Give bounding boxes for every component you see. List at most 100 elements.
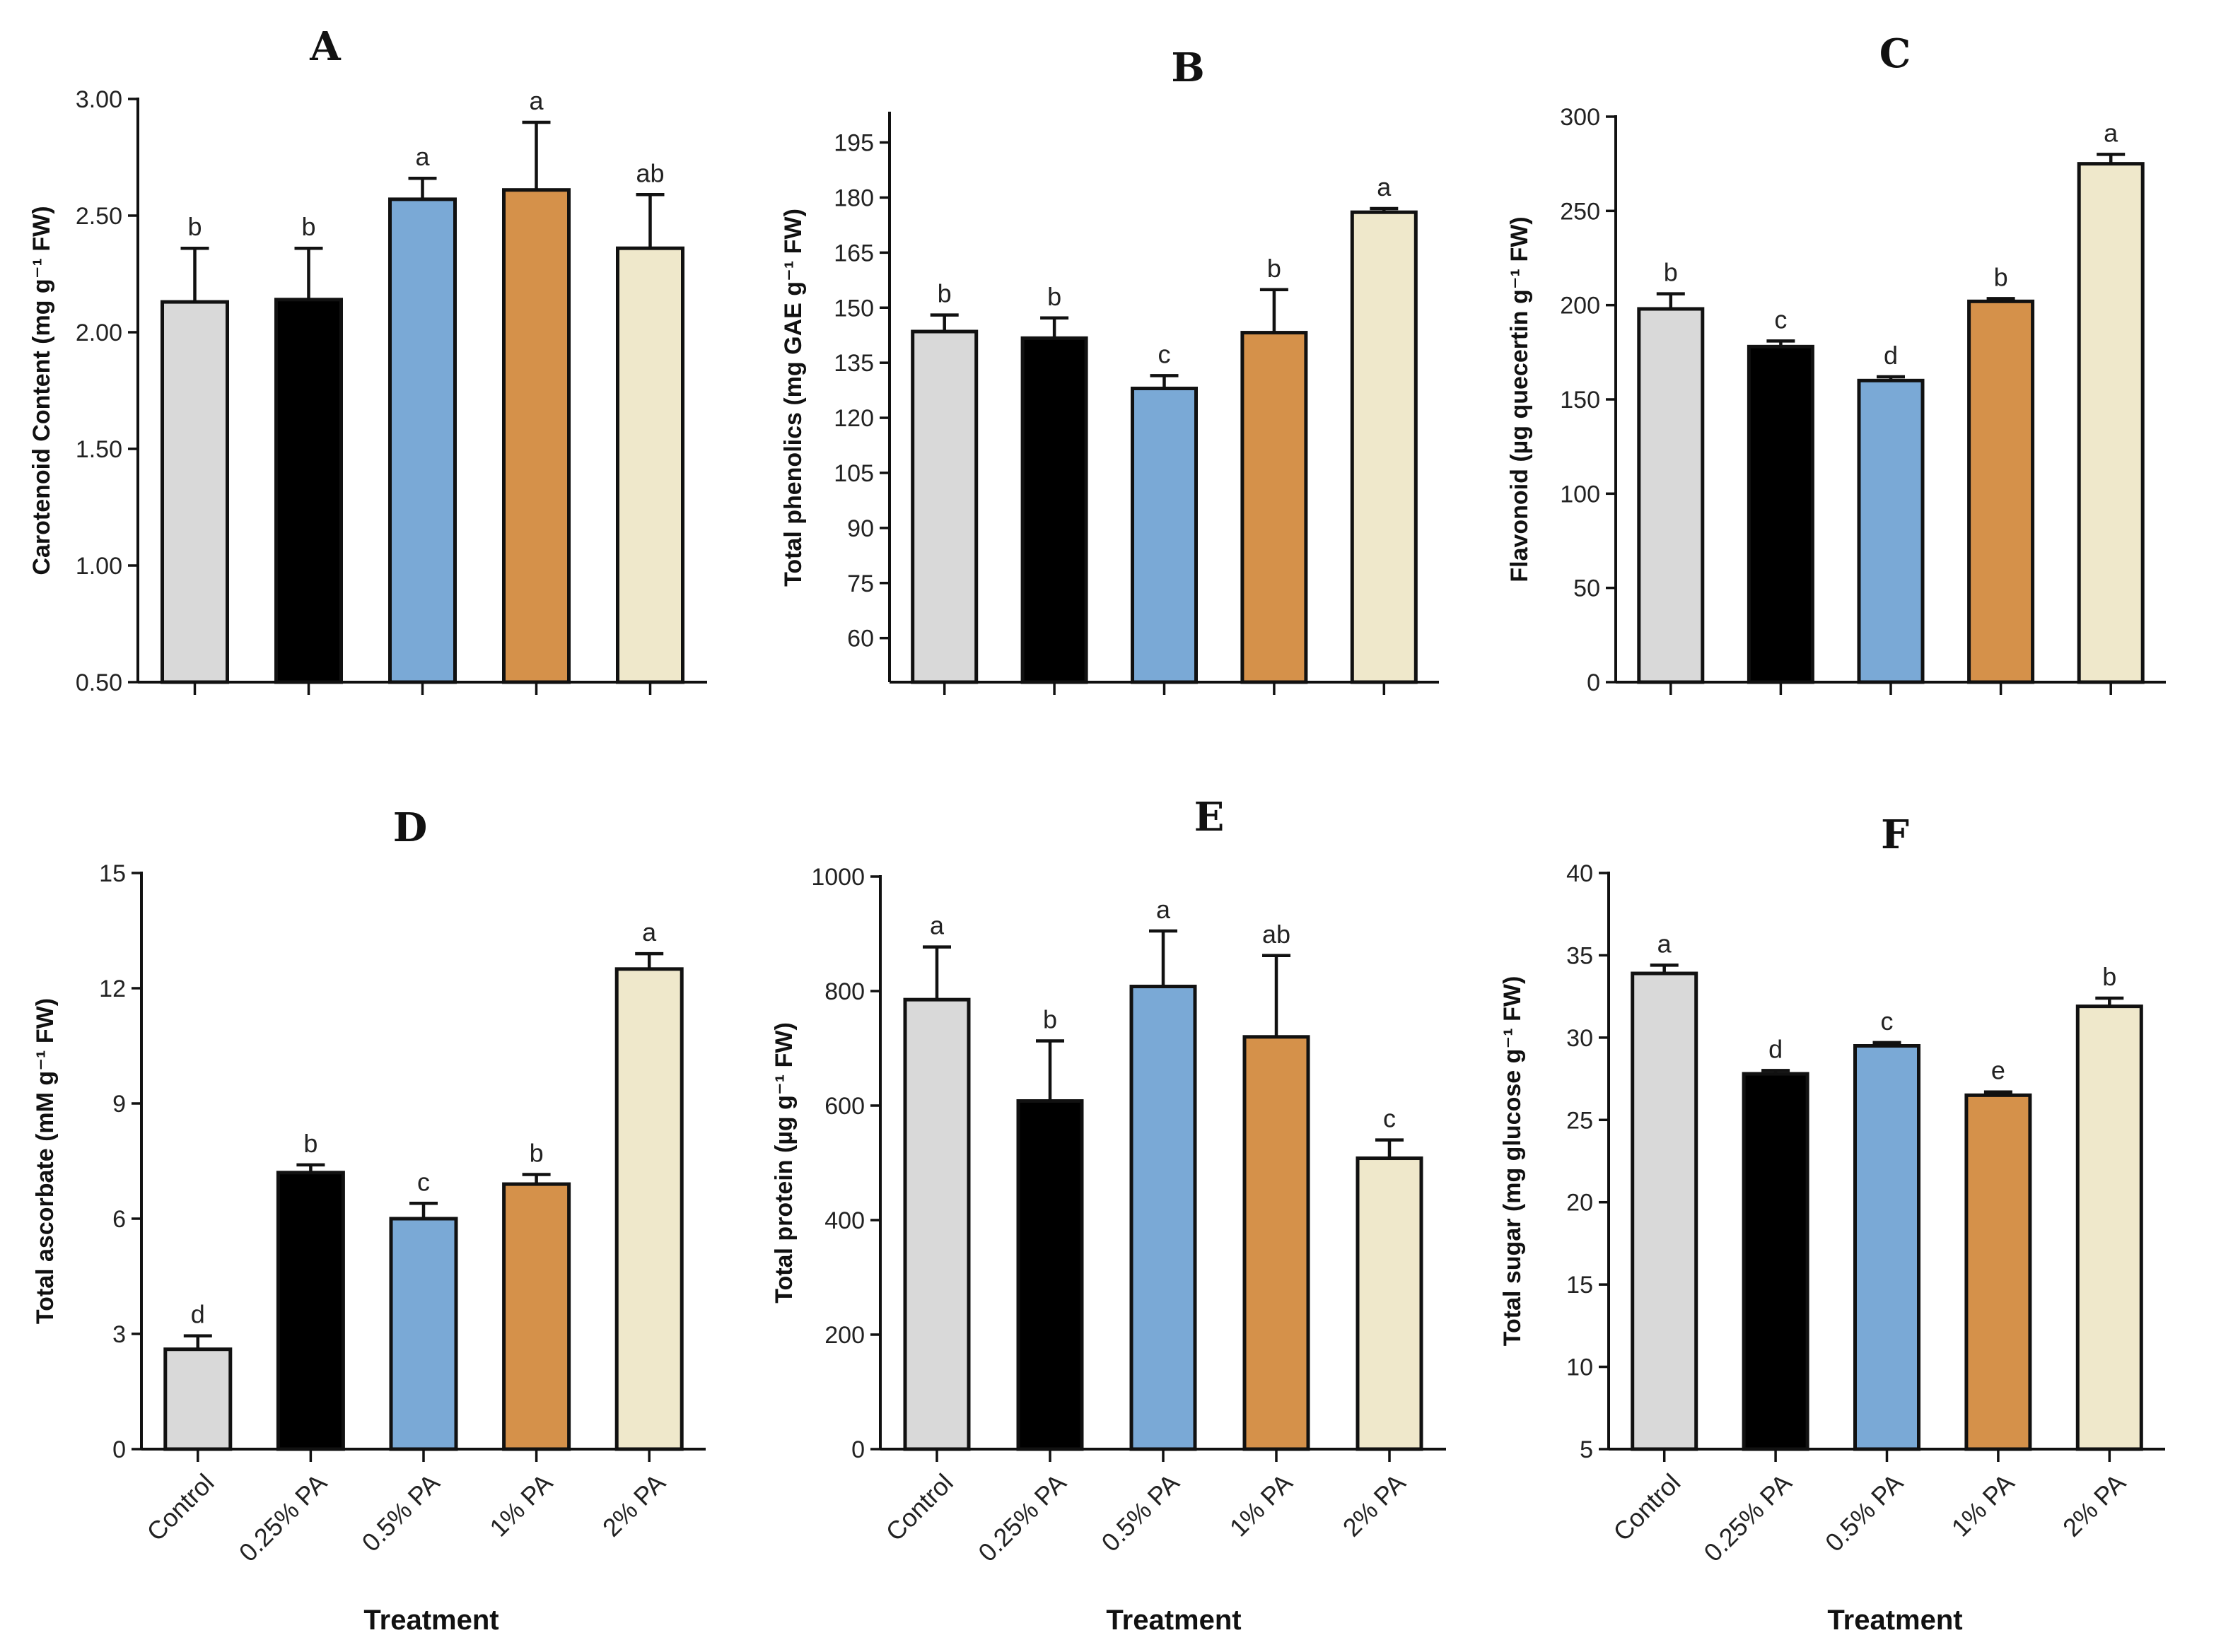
panel-e-category-label: 1% PA [1224, 1468, 1298, 1542]
panel-f-bar-2pct-pa [2075, 1004, 2143, 1451]
panel-d-significance-label: d [191, 1300, 205, 1329]
panel-f-category-label: 0.25% PA [1698, 1468, 1797, 1567]
panel-b-significance-label: a [1377, 172, 1392, 201]
panel-d-category-label: Control [141, 1468, 219, 1547]
panel-f-title: F [1881, 812, 1909, 858]
panel-d-category-label: 0.25% PA [233, 1468, 332, 1567]
panel-e-category-label: Control [880, 1468, 959, 1547]
panel-f-category-label: 0.5% PA [1819, 1468, 1908, 1557]
panel-d-y-tick-label: 0 [112, 1436, 126, 1463]
panel-c-y-tick-label: 100 [1560, 481, 1600, 508]
panel-d-bar-2pct-pa [614, 967, 684, 1451]
panel-f-y-tick-label: 10 [1566, 1354, 1593, 1381]
x-axis-title-f: Treatment [1827, 1605, 1962, 1636]
panel-c-significance-label: a [2104, 118, 2118, 147]
panel-b-significance-label: b [1267, 254, 1281, 283]
panel-a-significance-label: ab [636, 158, 664, 187]
panel-d-bar-control [163, 1347, 233, 1451]
panel-b-significance-label: c [1158, 339, 1171, 368]
panel-e-y-tick-label: 800 [824, 978, 865, 1005]
panel-d-category-label: 0.5% PA [356, 1468, 445, 1557]
panel-f-y-tick-label: 15 [1566, 1272, 1593, 1299]
panel-f-bar-control [1631, 971, 1698, 1451]
panel-f-y-tick-label: 30 [1566, 1025, 1593, 1052]
panel-a-y-tick-label: 1.00 [76, 553, 122, 580]
panel-f-significance-label: e [1991, 1056, 2005, 1085]
panel-a-y-tick-label: 2.50 [76, 203, 122, 230]
panel-d-category-label: 2% PA [597, 1468, 671, 1542]
panel-c-significance-label: b [1994, 262, 2008, 291]
panel-c-y-tick-label: 300 [1560, 104, 1600, 131]
panel-e-y-tick-label: 1000 [811, 864, 865, 891]
panel-c-y-tick-label: 250 [1560, 198, 1600, 225]
x-axis-title-d: Treatment [363, 1605, 499, 1636]
panel-e-bar-1pct-pa [1242, 1035, 1310, 1451]
panel-c-y-tick-label: 50 [1573, 575, 1600, 602]
panel-b-significance-label: b [938, 279, 952, 308]
panel-a-significance-label: b [301, 212, 315, 241]
panel-c-bar-0-5pct-pa [1857, 378, 1925, 684]
panel-e-category-label: 0.25% PA [972, 1468, 1071, 1567]
panel-b-y-tick-label: 150 [834, 295, 874, 322]
panel-d-significance-label: c [417, 1167, 430, 1196]
panel-b-y-tick-label: 135 [834, 350, 874, 377]
panel-d-significance-label: b [530, 1139, 544, 1168]
panel-c-significance-label: b [1664, 258, 1678, 287]
panel-a-bar-0-25pct-pa [274, 298, 343, 684]
panel-e-category-label: 0.5% PA [1095, 1468, 1184, 1557]
panel-e-significance-label: a [1156, 895, 1171, 924]
panel-e-significance-label: c [1383, 1104, 1396, 1133]
panel-e-bar-0-25pct-pa [1016, 1099, 1084, 1451]
panel-e-significance-label: ab [1262, 920, 1290, 949]
panel-f-y-axis-label: Total sugar (mg glucose g⁻¹ FW) [1499, 976, 1526, 1347]
panel-e-y-axis-label: Total protein (µg g⁻¹ FW) [771, 1022, 798, 1304]
panel-d-category-label: 1% PA [484, 1468, 558, 1542]
panel-f-significance-label: d [1768, 1034, 1783, 1063]
panel-b-bar-2pct-pa [1350, 210, 1418, 684]
panel-d-bar-1pct-pa [502, 1182, 571, 1451]
x-axis-title-e: Treatment [1106, 1605, 1241, 1636]
panel-a-bar-0-5pct-pa [388, 197, 457, 684]
panel-d-bar-0-25pct-pa [276, 1171, 345, 1451]
panel-f-bar-1pct-pa [1964, 1093, 2032, 1451]
panel-d-title: D [393, 804, 428, 851]
panel-b-bar-control [911, 329, 979, 684]
panel-d-y-axis-label: Total ascorbate (mM g⁻¹ FW) [32, 998, 59, 1324]
panel-c-bar-1pct-pa [1967, 299, 2035, 684]
panel-e-y-tick-label: 600 [824, 1093, 865, 1120]
panel-e-y-tick-label: 400 [824, 1207, 865, 1234]
panel-a-bar-1pct-pa [502, 188, 571, 684]
panel-b-bar-0-5pct-pa [1131, 387, 1198, 684]
panel-f-y-tick-label: 25 [1566, 1107, 1593, 1134]
panel-f-significance-label: b [2102, 962, 2116, 991]
panel-b-y-tick-label: 120 [834, 405, 874, 432]
panel-f-significance-label: a [1657, 929, 1672, 958]
panel-e-y-tick-label: 200 [824, 1322, 865, 1349]
panel-e-significance-label: b [1043, 1004, 1057, 1033]
panel-b: B Total phenolics (mg GAE g⁻¹ FW) 60 75 90 10… [780, 45, 1439, 695]
panel-b-y-tick-label: 195 [834, 130, 874, 157]
panel-c-y-tick-label: 200 [1560, 293, 1600, 320]
panel-d-y-tick-label: 6 [112, 1206, 126, 1233]
panel-f-y-tick-label: 40 [1566, 860, 1593, 887]
panel-c-bar-0-25pct-pa [1747, 344, 1814, 684]
panel-a: A Carotenoid Content (mg g⁻¹ FW) 0.50 1.00 1… [28, 23, 707, 696]
panel-c-title: C [1879, 30, 1911, 77]
panel-b-title: B [1171, 45, 1204, 91]
panel-f-category-label: Control [1607, 1468, 1686, 1547]
panel-e-title: E [1194, 794, 1225, 840]
panel-b-y-tick-label: 180 [834, 184, 874, 211]
panel-f-bar-0-5pct-pa [1853, 1044, 1920, 1451]
panel-e-significance-label: a [930, 911, 945, 940]
panel-a-significance-label: a [529, 86, 544, 115]
panel-c-bar-2pct-pa [2077, 162, 2145, 684]
panel-c-significance-label: c [1774, 305, 1787, 334]
panel-d-y-tick-label: 3 [112, 1321, 126, 1348]
panel-c-y-tick-label: 150 [1560, 387, 1600, 414]
panel-a-title: A [309, 23, 342, 70]
panel-e-category-label: 2% PA [1337, 1468, 1411, 1542]
panel-c-bar-control [1637, 307, 1705, 684]
panel-f-y-tick-label: 20 [1566, 1190, 1593, 1217]
panel-f-bar-0-25pct-pa [1742, 1072, 1809, 1451]
panel-a-y-tick-label: 2.00 [76, 320, 122, 346]
